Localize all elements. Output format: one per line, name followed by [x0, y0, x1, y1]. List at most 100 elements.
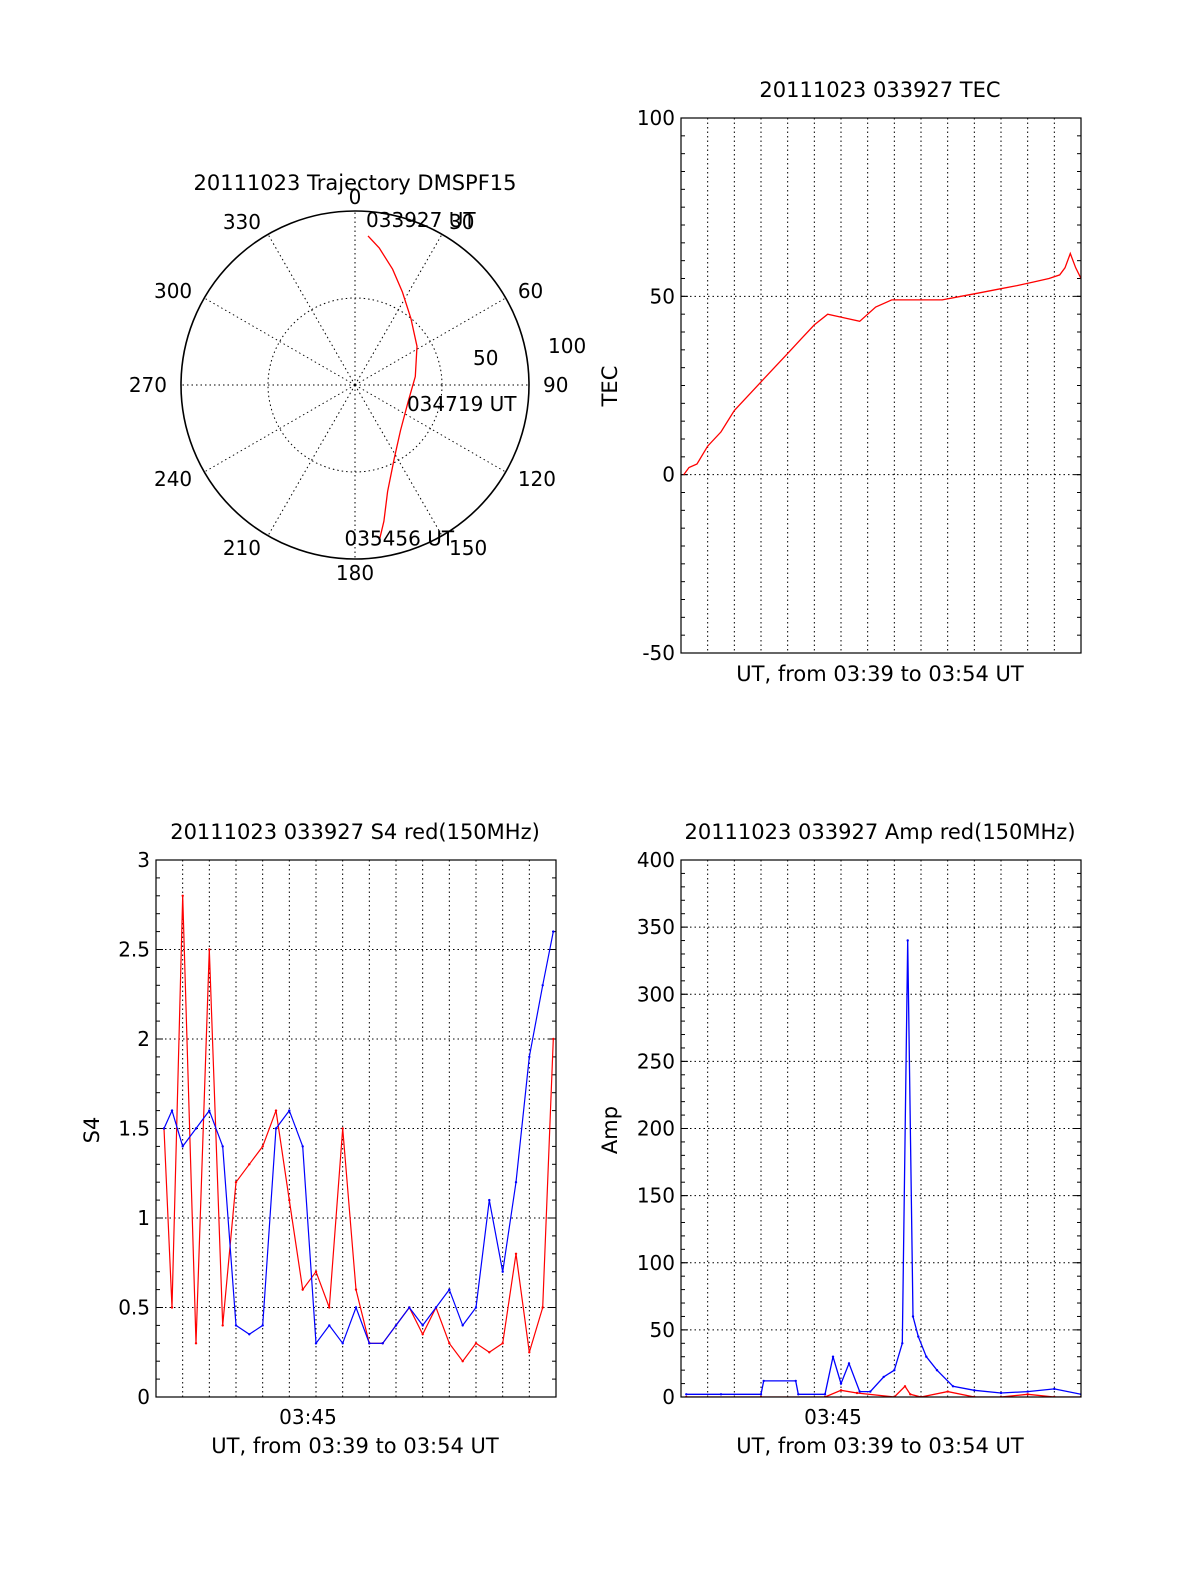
- s4-y-tick-label: 3: [137, 848, 150, 872]
- trajectory-polar-panel: 20111023 Trajectory DMSPF15 0 30 60 90 120 15…: [129, 171, 586, 585]
- amp-data-point: [685, 1393, 688, 1396]
- polar-annotations: 033927 UT 034719 UT 035456 UT: [344, 208, 517, 551]
- amp-y-tick-label: 300: [637, 982, 675, 1006]
- amp-data-point: [882, 1375, 885, 1379]
- polar-spoke-120: [354, 384, 506, 473]
- s4-data-point: [354, 1306, 358, 1309]
- s4-data-point: [461, 1360, 464, 1363]
- s4-data-point: [488, 1198, 491, 1202]
- polar-angle-label: 240: [154, 467, 192, 491]
- polar-angle-label: 210: [223, 536, 261, 560]
- amp-data-point: [973, 1389, 976, 1392]
- s4-y-tick-label: 0.5: [118, 1296, 150, 1320]
- tec-series-line-0: [683, 251, 1081, 476]
- polar-radius-labels: 50 100: [473, 334, 586, 370]
- s4-data-point: [314, 1342, 318, 1345]
- s4-data-point: [162, 1127, 166, 1130]
- s4-data-point: [208, 1109, 211, 1112]
- s4-data-point: [248, 1163, 251, 1166]
- amp-y-tick-label: 50: [650, 1318, 675, 1342]
- s4-y-tick-label: 1: [137, 1206, 150, 1230]
- polar-spoke-300: [204, 297, 356, 386]
- amp-x-axis-label: UT, from 03:39 to 03:54 UT: [736, 1434, 1024, 1458]
- s4-data-point: [552, 1037, 555, 1041]
- amp-x-tick-label: 03:45: [804, 1405, 862, 1429]
- amp-data-point: [855, 1391, 859, 1395]
- amp-data-point: [762, 1379, 765, 1383]
- s4-data-point: [301, 1288, 304, 1291]
- amp-data-point: [839, 1382, 843, 1385]
- s4-data-point: [208, 948, 211, 951]
- amp-y-tick-label: 250: [637, 1049, 675, 1073]
- amp-y-axis-label: Amp: [598, 1106, 622, 1154]
- amp-data-point: [925, 1355, 928, 1358]
- amp-data-point: [901, 1342, 904, 1345]
- s4-data-point: [328, 1306, 331, 1309]
- tec-grid: [681, 117, 1081, 654]
- s4-data-point: [461, 1324, 464, 1327]
- amp-y-tick-label: 0: [662, 1385, 675, 1409]
- amp-data-point: [869, 1390, 872, 1393]
- amp-data-point: [999, 1391, 1003, 1395]
- tec-y-axis-label: TEC: [598, 366, 622, 408]
- s4-y-tick-label: 2: [137, 1027, 150, 1051]
- tec-y-tick-labels: -50 0 50 100: [637, 106, 675, 665]
- tec-y-tick-label: 0: [662, 463, 675, 487]
- polar-trajectory-line: [367, 235, 418, 540]
- polar-angle-label: 300: [154, 279, 192, 303]
- polar-angle-label: 180: [336, 561, 374, 585]
- amp-data-point: [906, 939, 909, 942]
- polar-angle-label: 120: [518, 467, 556, 491]
- amp-data-point: [917, 1335, 920, 1338]
- tec-series: [683, 251, 1081, 476]
- s4-data-point: [181, 894, 184, 897]
- s4-data-point: [288, 1109, 291, 1112]
- amp-data-point: [823, 1393, 827, 1396]
- s4-data-point: [194, 1127, 198, 1130]
- tec-y-tick-label: 50: [650, 284, 675, 308]
- s4-data-point: [541, 984, 544, 987]
- amp-data-point: [909, 1393, 912, 1396]
- s4-data-point: [341, 1127, 344, 1130]
- s4-series: [162, 894, 555, 1363]
- polar-spoke-60: [354, 297, 506, 386]
- tec-x-axis-label: UT, from 03:39 to 03:54 UT: [736, 662, 1024, 686]
- polar-spoke-210: [267, 384, 356, 536]
- amp-y-tick-label: 350: [637, 915, 675, 939]
- polar-spoke-330: [267, 234, 356, 386]
- polar-angle-label: 60: [518, 279, 543, 303]
- amp-data-point: [946, 1390, 949, 1393]
- s4-data-point: [448, 1288, 451, 1291]
- amp-y-tick-label: 150: [637, 1184, 675, 1208]
- s4-data-point: [234, 1181, 238, 1184]
- amp-data-point: [1053, 1387, 1056, 1391]
- s4-data-point: [328, 1324, 331, 1327]
- s4-data-point: [528, 1351, 531, 1354]
- amp-data-point: [794, 1379, 797, 1383]
- s4-plot-frame: [155, 859, 557, 1398]
- s4-series-line-1: [163, 931, 554, 1345]
- amp-data-point: [839, 1389, 843, 1392]
- polar-grid: [181, 211, 529, 559]
- amp-data-point: [831, 1355, 835, 1358]
- s4-data-point: [261, 1324, 264, 1327]
- s4-data-point: [301, 1145, 304, 1148]
- s4-data-point: [354, 1288, 358, 1291]
- s4-data-point: [474, 1306, 478, 1309]
- s4-data-point: [528, 1055, 531, 1059]
- s4-y-axis-label: S4: [80, 1117, 104, 1144]
- amp-data-point: [847, 1362, 851, 1365]
- s4-data-point: [501, 1270, 504, 1273]
- amp-title: 20111023 033927 Amp red(150MHz): [684, 820, 1075, 844]
- amp-data-point: [893, 1369, 896, 1372]
- amp-data-point: [759, 1393, 763, 1396]
- s4-data-point: [181, 1145, 184, 1148]
- s4-data-point: [274, 1127, 278, 1130]
- s4-x-tick-label: 03:45: [279, 1405, 337, 1429]
- amp-data-point: [719, 1393, 723, 1396]
- s4-y-tick-label: 1.5: [118, 1117, 150, 1141]
- amp-data-point: [935, 1369, 939, 1372]
- polar-angle-label: 0: [349, 185, 362, 209]
- amp-data-point: [903, 1385, 907, 1388]
